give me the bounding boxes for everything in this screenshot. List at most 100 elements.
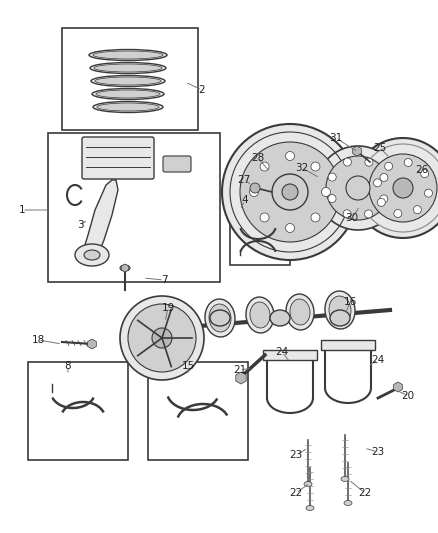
Text: 23: 23 bbox=[290, 450, 303, 460]
Text: 31: 31 bbox=[329, 133, 343, 143]
Text: 4: 4 bbox=[242, 195, 248, 205]
Ellipse shape bbox=[341, 477, 349, 481]
Ellipse shape bbox=[344, 500, 352, 505]
Text: 26: 26 bbox=[415, 165, 429, 175]
Bar bbox=[48, 133, 220, 282]
Circle shape bbox=[328, 195, 336, 203]
Circle shape bbox=[343, 210, 351, 218]
Circle shape bbox=[377, 198, 385, 206]
FancyBboxPatch shape bbox=[82, 137, 154, 179]
Circle shape bbox=[374, 179, 381, 187]
Circle shape bbox=[364, 210, 373, 218]
Text: 3: 3 bbox=[77, 220, 83, 230]
Text: 2: 2 bbox=[199, 85, 205, 95]
Ellipse shape bbox=[95, 77, 161, 85]
Ellipse shape bbox=[209, 304, 231, 332]
Circle shape bbox=[321, 188, 331, 197]
Text: 20: 20 bbox=[402, 391, 414, 401]
Text: 22: 22 bbox=[358, 488, 371, 498]
Circle shape bbox=[286, 223, 294, 232]
Circle shape bbox=[343, 158, 351, 166]
Circle shape bbox=[260, 162, 269, 171]
Text: 8: 8 bbox=[65, 361, 71, 371]
Circle shape bbox=[369, 154, 437, 222]
Ellipse shape bbox=[270, 310, 290, 326]
Circle shape bbox=[272, 174, 308, 210]
Ellipse shape bbox=[290, 299, 310, 325]
Ellipse shape bbox=[89, 50, 167, 61]
Circle shape bbox=[385, 163, 392, 171]
Circle shape bbox=[250, 183, 260, 193]
Circle shape bbox=[359, 144, 438, 232]
Ellipse shape bbox=[325, 291, 355, 329]
Text: 15: 15 bbox=[181, 361, 194, 371]
Ellipse shape bbox=[205, 299, 235, 337]
Bar bbox=[28, 362, 128, 460]
Ellipse shape bbox=[90, 62, 166, 74]
Ellipse shape bbox=[97, 103, 159, 111]
Circle shape bbox=[260, 213, 269, 222]
Circle shape bbox=[394, 209, 402, 217]
Circle shape bbox=[282, 184, 298, 200]
Ellipse shape bbox=[329, 296, 351, 324]
Circle shape bbox=[286, 151, 294, 160]
Ellipse shape bbox=[93, 101, 163, 112]
Circle shape bbox=[404, 158, 412, 166]
Ellipse shape bbox=[286, 294, 314, 330]
Circle shape bbox=[353, 138, 438, 238]
Text: 18: 18 bbox=[32, 335, 45, 345]
Polygon shape bbox=[84, 180, 118, 252]
Circle shape bbox=[222, 124, 358, 260]
Ellipse shape bbox=[250, 302, 270, 328]
Circle shape bbox=[152, 328, 172, 348]
Text: 28: 28 bbox=[251, 153, 265, 163]
Ellipse shape bbox=[92, 88, 164, 100]
Ellipse shape bbox=[304, 481, 312, 487]
Ellipse shape bbox=[96, 90, 160, 98]
Ellipse shape bbox=[306, 505, 314, 511]
Circle shape bbox=[420, 169, 429, 177]
Circle shape bbox=[380, 173, 388, 181]
Circle shape bbox=[380, 195, 388, 203]
Text: 7: 7 bbox=[161, 275, 167, 285]
Circle shape bbox=[326, 156, 390, 220]
Ellipse shape bbox=[246, 297, 274, 333]
Circle shape bbox=[328, 173, 336, 181]
Circle shape bbox=[240, 142, 340, 242]
Ellipse shape bbox=[120, 265, 130, 271]
Text: 24: 24 bbox=[371, 355, 385, 365]
Text: 32: 32 bbox=[295, 163, 309, 173]
Text: 27: 27 bbox=[237, 175, 251, 185]
Text: 19: 19 bbox=[161, 303, 175, 313]
FancyBboxPatch shape bbox=[321, 340, 375, 350]
Ellipse shape bbox=[84, 250, 100, 260]
Circle shape bbox=[413, 206, 421, 214]
Text: 22: 22 bbox=[290, 488, 303, 498]
Circle shape bbox=[346, 176, 370, 200]
Circle shape bbox=[128, 304, 196, 372]
Text: 25: 25 bbox=[373, 143, 387, 153]
Ellipse shape bbox=[91, 76, 165, 86]
Ellipse shape bbox=[330, 310, 350, 326]
Ellipse shape bbox=[93, 51, 163, 59]
Text: 1: 1 bbox=[19, 205, 25, 215]
Text: 21: 21 bbox=[233, 365, 247, 375]
Ellipse shape bbox=[75, 244, 109, 266]
Circle shape bbox=[316, 146, 400, 230]
Bar bbox=[148, 362, 248, 460]
FancyBboxPatch shape bbox=[163, 156, 191, 172]
Text: 30: 30 bbox=[346, 213, 359, 223]
Circle shape bbox=[250, 188, 258, 197]
Bar bbox=[62, 28, 198, 130]
Ellipse shape bbox=[94, 64, 162, 72]
Ellipse shape bbox=[210, 310, 230, 326]
Text: 23: 23 bbox=[371, 447, 385, 457]
Text: 24: 24 bbox=[276, 347, 289, 357]
Circle shape bbox=[365, 158, 373, 166]
Circle shape bbox=[393, 178, 413, 198]
Bar bbox=[230, 195, 290, 265]
Circle shape bbox=[311, 162, 320, 171]
Circle shape bbox=[311, 213, 320, 222]
Text: 16: 16 bbox=[343, 297, 357, 307]
Circle shape bbox=[120, 296, 204, 380]
